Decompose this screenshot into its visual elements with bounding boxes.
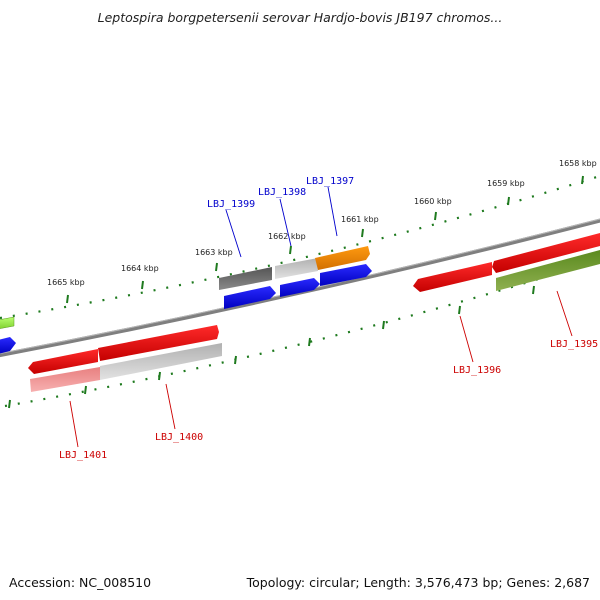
gene-red-1396[interactable] (413, 262, 492, 292)
gene-label-lbj-1399[interactable]: LBJ_1399 (207, 199, 255, 210)
map-title: Leptospira borgpetersenii serovar Hardjo… (97, 10, 503, 25)
gene-blue-2[interactable] (280, 278, 320, 297)
topology-text: Topology: circular; Length: 3,576,473 bp… (246, 575, 590, 590)
tick-label-1662: 1662 kbp (268, 232, 306, 241)
gene-label-lbj-1395[interactable]: LBJ_1395 (550, 339, 598, 350)
gene-light-gray[interactable] (275, 258, 318, 279)
accession-text: Accession: NC_008510 (9, 575, 152, 590)
gene-blue-partial[interactable] (0, 337, 16, 354)
tick-label-1665: 1665 kbp (47, 278, 85, 287)
gene-label-lbj-1397[interactable]: LBJ_1397 (306, 176, 354, 187)
tick-label-1660: 1660 kbp (414, 197, 452, 206)
tick-label-1659: 1659 kbp (487, 179, 525, 188)
tick-label-1658: 1658 kbp (559, 159, 597, 168)
tick-label-1664: 1664 kbp (121, 264, 159, 273)
gene-blue-1[interactable] (224, 286, 276, 309)
tick-label-1663: 1663 kbp (195, 248, 233, 257)
gene-olive[interactable] (496, 250, 600, 291)
gene-label-lbj-1401[interactable]: LBJ_1401 (59, 450, 107, 461)
gene-lime-partial[interactable] (0, 316, 15, 329)
gene-orange[interactable] (315, 246, 370, 270)
gene-lightgray-long[interactable] (100, 343, 222, 380)
gene-lightred[interactable] (30, 367, 100, 392)
leader-lines (69, 186, 573, 448)
gene-dark-gray[interactable] (219, 267, 272, 290)
gene-label-lbj-1400[interactable]: LBJ_1400 (155, 432, 203, 443)
tick-label-1661: 1661 kbp (341, 215, 379, 224)
gene-label-lbj-1396[interactable]: LBJ_1396 (453, 365, 501, 376)
gene-red-1395[interactable] (492, 233, 600, 273)
gene-blue-3[interactable] (320, 264, 372, 286)
gene-label-lbj-1398[interactable]: LBJ_1398 (258, 187, 306, 198)
gene-red-1401[interactable] (28, 349, 98, 374)
gene-red-1400[interactable] (98, 325, 219, 361)
